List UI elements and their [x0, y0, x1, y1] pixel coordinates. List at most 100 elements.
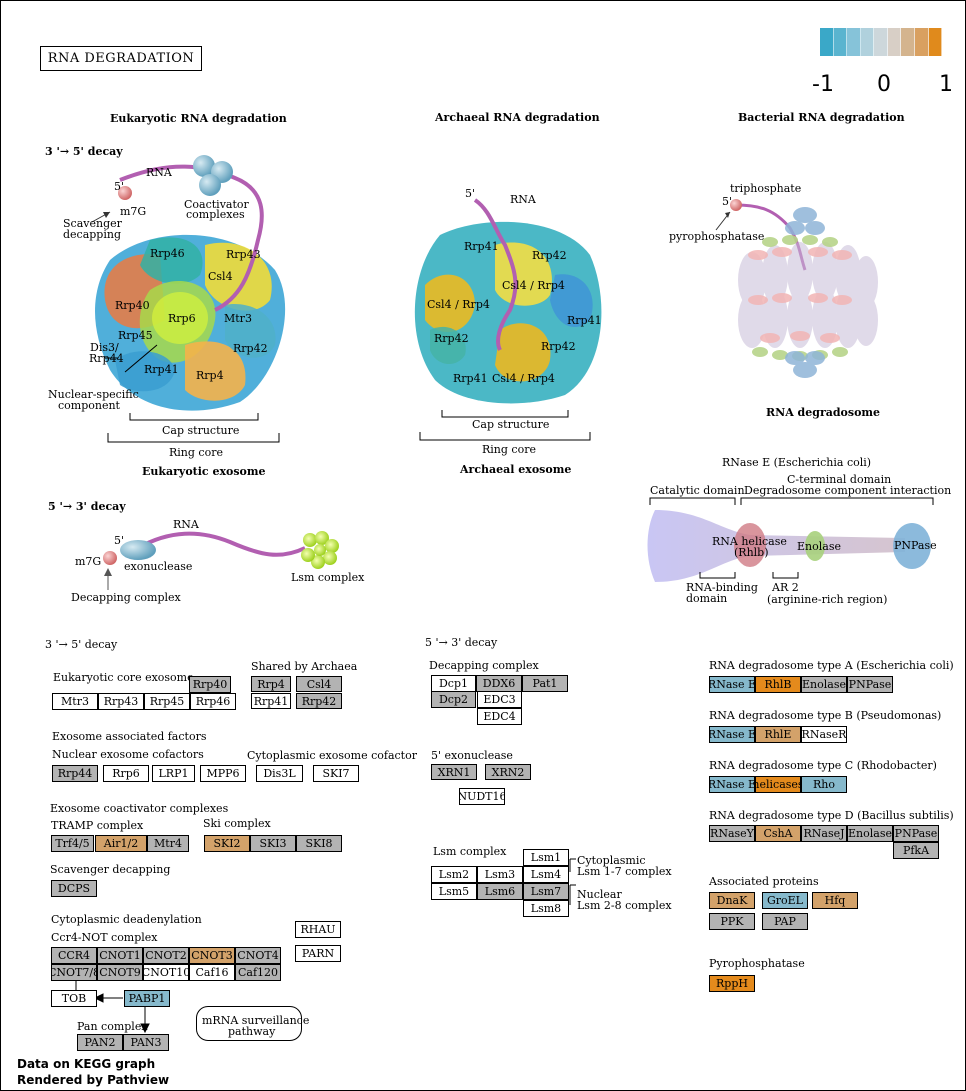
- gene-box-csha[interactable]: CshA: [755, 825, 801, 842]
- label-ccr4-not: Ccr4-NOT complex: [51, 931, 158, 944]
- gene-box-rrp43[interactable]: Rrp43: [98, 693, 144, 710]
- label-component: component: [58, 399, 120, 412]
- gene-box-tob[interactable]: TOB: [51, 990, 97, 1007]
- label-helicase: RNA helicase: [712, 535, 787, 548]
- gene-box-cnot10[interactable]: CNOT10: [143, 964, 189, 981]
- gene-box-cnot7-8[interactable]: CNOT7/8: [51, 964, 97, 981]
- eukaryotic-exosome-illustration: [91, 155, 286, 443]
- gene-box-ppk[interactable]: PPK: [709, 913, 755, 930]
- gene-box-dcp1[interactable]: Dcp1: [431, 675, 476, 692]
- page-title: RNA DEGRADATION: [40, 46, 202, 71]
- gene-box-caf120[interactable]: Caf120: [235, 964, 281, 981]
- label-rnase-e: RNase E (Escherichia coli): [722, 456, 872, 469]
- gene-box-pat1[interactable]: Pat1: [522, 675, 568, 692]
- gene-box-mpp6[interactable]: MPP6: [200, 765, 246, 782]
- gene-box-rhau[interactable]: RHAU: [295, 921, 341, 938]
- label-arch-rrp42-c: Rrp42: [541, 340, 576, 353]
- gene-box-ski3[interactable]: SKI3: [250, 835, 296, 852]
- gene-box-rrp41[interactable]: Rrp41: [251, 693, 291, 709]
- label-triphosphate: triphosphate: [730, 182, 802, 195]
- gene-box-enolase[interactable]: Enolase: [801, 676, 847, 693]
- gene-box-rrp6[interactable]: Rrp6: [103, 765, 149, 782]
- gene-box-pap[interactable]: PAP: [762, 913, 808, 930]
- gene-box-rnase-e[interactable]: RNase E: [709, 676, 755, 693]
- gene-box-lsm1[interactable]: Lsm1: [523, 849, 569, 866]
- gene-box-pnpase[interactable]: PNPase: [893, 825, 939, 842]
- label-nuclear: Nuclear: [577, 888, 622, 901]
- gene-box-helicases[interactable]: helicases: [755, 776, 801, 793]
- legend-swatch: [914, 28, 929, 56]
- gene-box-cnot3[interactable]: CNOT3: [189, 947, 235, 964]
- gene-box-rnasey[interactable]: RNaseY: [709, 825, 755, 842]
- label-cytoplasmic: Cytoplasmic: [577, 854, 646, 867]
- label-ring-core: Ring core: [169, 446, 223, 459]
- gene-box-lsm2[interactable]: Lsm2: [431, 866, 477, 883]
- gene-box-rrp4[interactable]: Rrp4: [251, 676, 291, 692]
- gene-box-ccr4[interactable]: CCR4: [51, 947, 97, 964]
- gene-box-cnot4[interactable]: CNOT4: [235, 947, 281, 964]
- label-lsm17: Lsm 1-7 complex: [577, 865, 672, 878]
- gene-box-lsm5[interactable]: Lsm5: [431, 883, 477, 900]
- label-shared-archaea: Shared by Archaea: [251, 660, 358, 673]
- label-pnpase: PNPase: [894, 539, 937, 552]
- gene-box-pabp1[interactable]: PABP1: [124, 990, 170, 1007]
- gene-box-dnak[interactable]: DnaK: [709, 892, 755, 909]
- gene-box-rnasej[interactable]: RNaseJ: [801, 825, 847, 842]
- gene-box-cnot2[interactable]: CNOT2: [143, 947, 189, 964]
- gene-box-ddx6[interactable]: DDX6: [476, 675, 522, 692]
- gene-box-parn[interactable]: PARN: [295, 945, 341, 962]
- gene-box-lrp1[interactable]: LRP1: [152, 765, 195, 782]
- gene-box-xrn2[interactable]: XRN2: [485, 764, 531, 780]
- gene-box-caf16[interactable]: Caf16: [189, 964, 235, 981]
- gene-box-rrp44[interactable]: Rrp44: [52, 765, 98, 782]
- gene-box-dcp2[interactable]: Dcp2: [431, 691, 476, 708]
- gene-box-cnot1[interactable]: CNOT1: [97, 947, 143, 964]
- gene-box-nudt16[interactable]: NUDT16: [459, 788, 505, 805]
- gene-box-rrp45[interactable]: Rrp45: [144, 693, 190, 710]
- gene-box-ski2[interactable]: SKI2: [204, 835, 250, 852]
- gene-box-lsm4[interactable]: Lsm4: [523, 866, 569, 883]
- gene-box-trf4-5[interactable]: Trf4/5: [51, 835, 94, 852]
- gene-box-pfka[interactable]: PfkA: [893, 842, 939, 859]
- gene-box-rrp40[interactable]: Rrp40: [189, 676, 231, 693]
- mrna-surveillance-link[interactable]: mRNA surveillance pathway: [196, 1006, 309, 1041]
- gene-box-lsm6[interactable]: Lsm6: [477, 883, 523, 900]
- gene-box-pan3[interactable]: PAN3: [123, 1034, 169, 1051]
- gene-box-edc4[interactable]: EDC4: [477, 708, 522, 725]
- gene-box-dcps[interactable]: DCPS: [51, 880, 97, 897]
- gene-box-groel[interactable]: GroEL: [762, 892, 808, 909]
- gene-box-rpph[interactable]: RppH: [709, 975, 755, 992]
- gene-box-mtr4[interactable]: Mtr4: [147, 835, 189, 852]
- gene-box-xrn1[interactable]: XRN1: [431, 764, 477, 780]
- gene-box-lsm7[interactable]: Lsm7: [523, 883, 569, 900]
- gene-box-cnot9[interactable]: CNOT9: [97, 964, 143, 981]
- gene-box-mtr3[interactable]: Mtr3: [52, 693, 98, 710]
- gene-box-pan2[interactable]: PAN2: [77, 1034, 123, 1051]
- gene-box-lsm3[interactable]: Lsm3: [477, 866, 523, 883]
- label-5-exonuclease: 5' exonuclease: [431, 749, 513, 762]
- gene-box-edc3[interactable]: EDC3: [477, 691, 522, 708]
- gene-box-ski7[interactable]: SKI7: [313, 765, 359, 782]
- label-lsm28: Lsm 2-8 complex: [577, 899, 672, 912]
- gene-box-hfq[interactable]: Hfq: [812, 892, 858, 909]
- gene-box-rhlb[interactable]: RhlB: [755, 676, 801, 693]
- label-scavenger-decapping: Scavenger decapping: [50, 863, 171, 876]
- gene-box-rho[interactable]: Rho: [801, 776, 847, 793]
- gene-box-rrp46[interactable]: Rrp46: [190, 693, 236, 710]
- gene-box-rnaser[interactable]: RNaseR: [801, 726, 847, 743]
- gene-box-rnase-e[interactable]: RNase E: [709, 726, 755, 743]
- gene-box-enolase[interactable]: Enolase: [847, 825, 893, 842]
- gene-box-rhle[interactable]: RhlE: [755, 726, 801, 743]
- gene-box-air1-2[interactable]: Air1/2: [95, 835, 147, 852]
- legend-min: -1: [812, 72, 834, 97]
- gene-box-dis3l[interactable]: Dis3L: [256, 765, 303, 782]
- gene-box-ski8[interactable]: SKI8: [296, 835, 342, 852]
- gene-box-rnase-e[interactable]: RNase E: [709, 776, 755, 793]
- gene-box-csl4[interactable]: Csl4: [296, 676, 342, 692]
- label-exonuclease: exonuclease: [124, 560, 193, 573]
- gene-box-lsm8[interactable]: Lsm8: [523, 900, 569, 917]
- label-cap-structure: Cap structure: [162, 424, 240, 437]
- heading-archaeal: Archaeal RNA degradation: [435, 111, 600, 124]
- gene-box-rrp42[interactable]: Rrp42: [296, 693, 342, 709]
- gene-box-pnpase[interactable]: PNPase: [847, 676, 893, 693]
